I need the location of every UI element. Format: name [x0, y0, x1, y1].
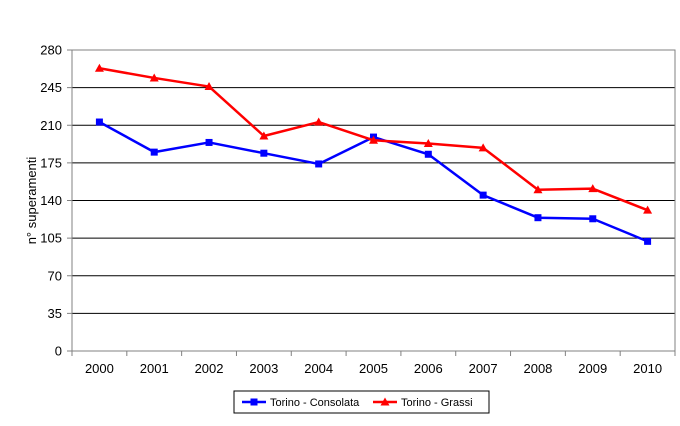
data-point-square	[260, 149, 268, 157]
data-point-triangle	[423, 139, 433, 148]
x-tick-label: 2002	[195, 361, 224, 376]
x-tick-label: 2000	[85, 361, 114, 376]
data-point-triangle	[259, 131, 269, 140]
data-point-square	[150, 148, 158, 156]
data-point-square	[205, 138, 213, 146]
legend-swatch-marker	[250, 398, 258, 406]
data-point-triangle	[149, 73, 159, 82]
legend-label: Torino - Consolata	[270, 397, 360, 409]
data-point-triangle	[204, 82, 214, 91]
data-point-square	[315, 160, 323, 168]
data-point-square	[644, 237, 652, 245]
data-point-triangle	[369, 135, 378, 144]
x-tick-label: 2006	[414, 361, 443, 376]
data-point-triangle	[588, 184, 598, 193]
x-tick-label: 2009	[578, 361, 607, 376]
data-point-square	[534, 214, 542, 222]
data-point-triangle	[478, 143, 488, 152]
data-point-square	[479, 191, 487, 199]
x-tick-label: 2008	[523, 361, 552, 376]
x-tick-label: 2004	[304, 361, 333, 376]
x-axis: 2000 2001 2002 2003 2004 2005 2006 2007 2008 2009…	[71, 351, 676, 376]
data-point-square	[424, 150, 432, 158]
y-tick-label: 175	[40, 155, 62, 170]
x-tick-label: 2007	[469, 361, 498, 376]
legend-box	[233, 390, 490, 414]
y-tick-label: 0	[55, 344, 62, 359]
data-point-triangle	[533, 185, 543, 194]
y-tick-label: 70	[48, 268, 62, 283]
y-tick-label: 105	[40, 231, 62, 246]
y-tick-label: 210	[40, 118, 62, 133]
y-tick-label: 35	[48, 306, 62, 321]
series-layer	[94, 63, 653, 245]
legend-label: Torino - Grassi	[401, 397, 473, 409]
data-point-triangle	[314, 117, 324, 126]
series-grassi	[94, 63, 653, 214]
data-point-square	[95, 118, 103, 126]
y-tick-label: 140	[40, 193, 62, 208]
y-tick-label: 245	[40, 80, 62, 95]
y-tick-label: 280	[40, 43, 62, 58]
y-axis-label: n° superamenti	[24, 157, 39, 245]
x-tick-label: 2010	[633, 361, 662, 376]
grid-lines	[72, 49, 675, 352]
data-point-triangle	[643, 205, 653, 214]
legend: Torino - Consolata Torino - Grassi	[233, 390, 490, 414]
x-tick-label: 2001	[140, 361, 169, 376]
legend-swatch-marker	[380, 397, 390, 406]
x-tick-label: 2005	[359, 361, 388, 376]
data-point-square	[589, 215, 597, 223]
y-axis: 0 35 70 105 140 175 210 245 280	[40, 43, 72, 359]
data-point-triangle	[94, 63, 104, 72]
x-tick-label: 2003	[249, 361, 278, 376]
